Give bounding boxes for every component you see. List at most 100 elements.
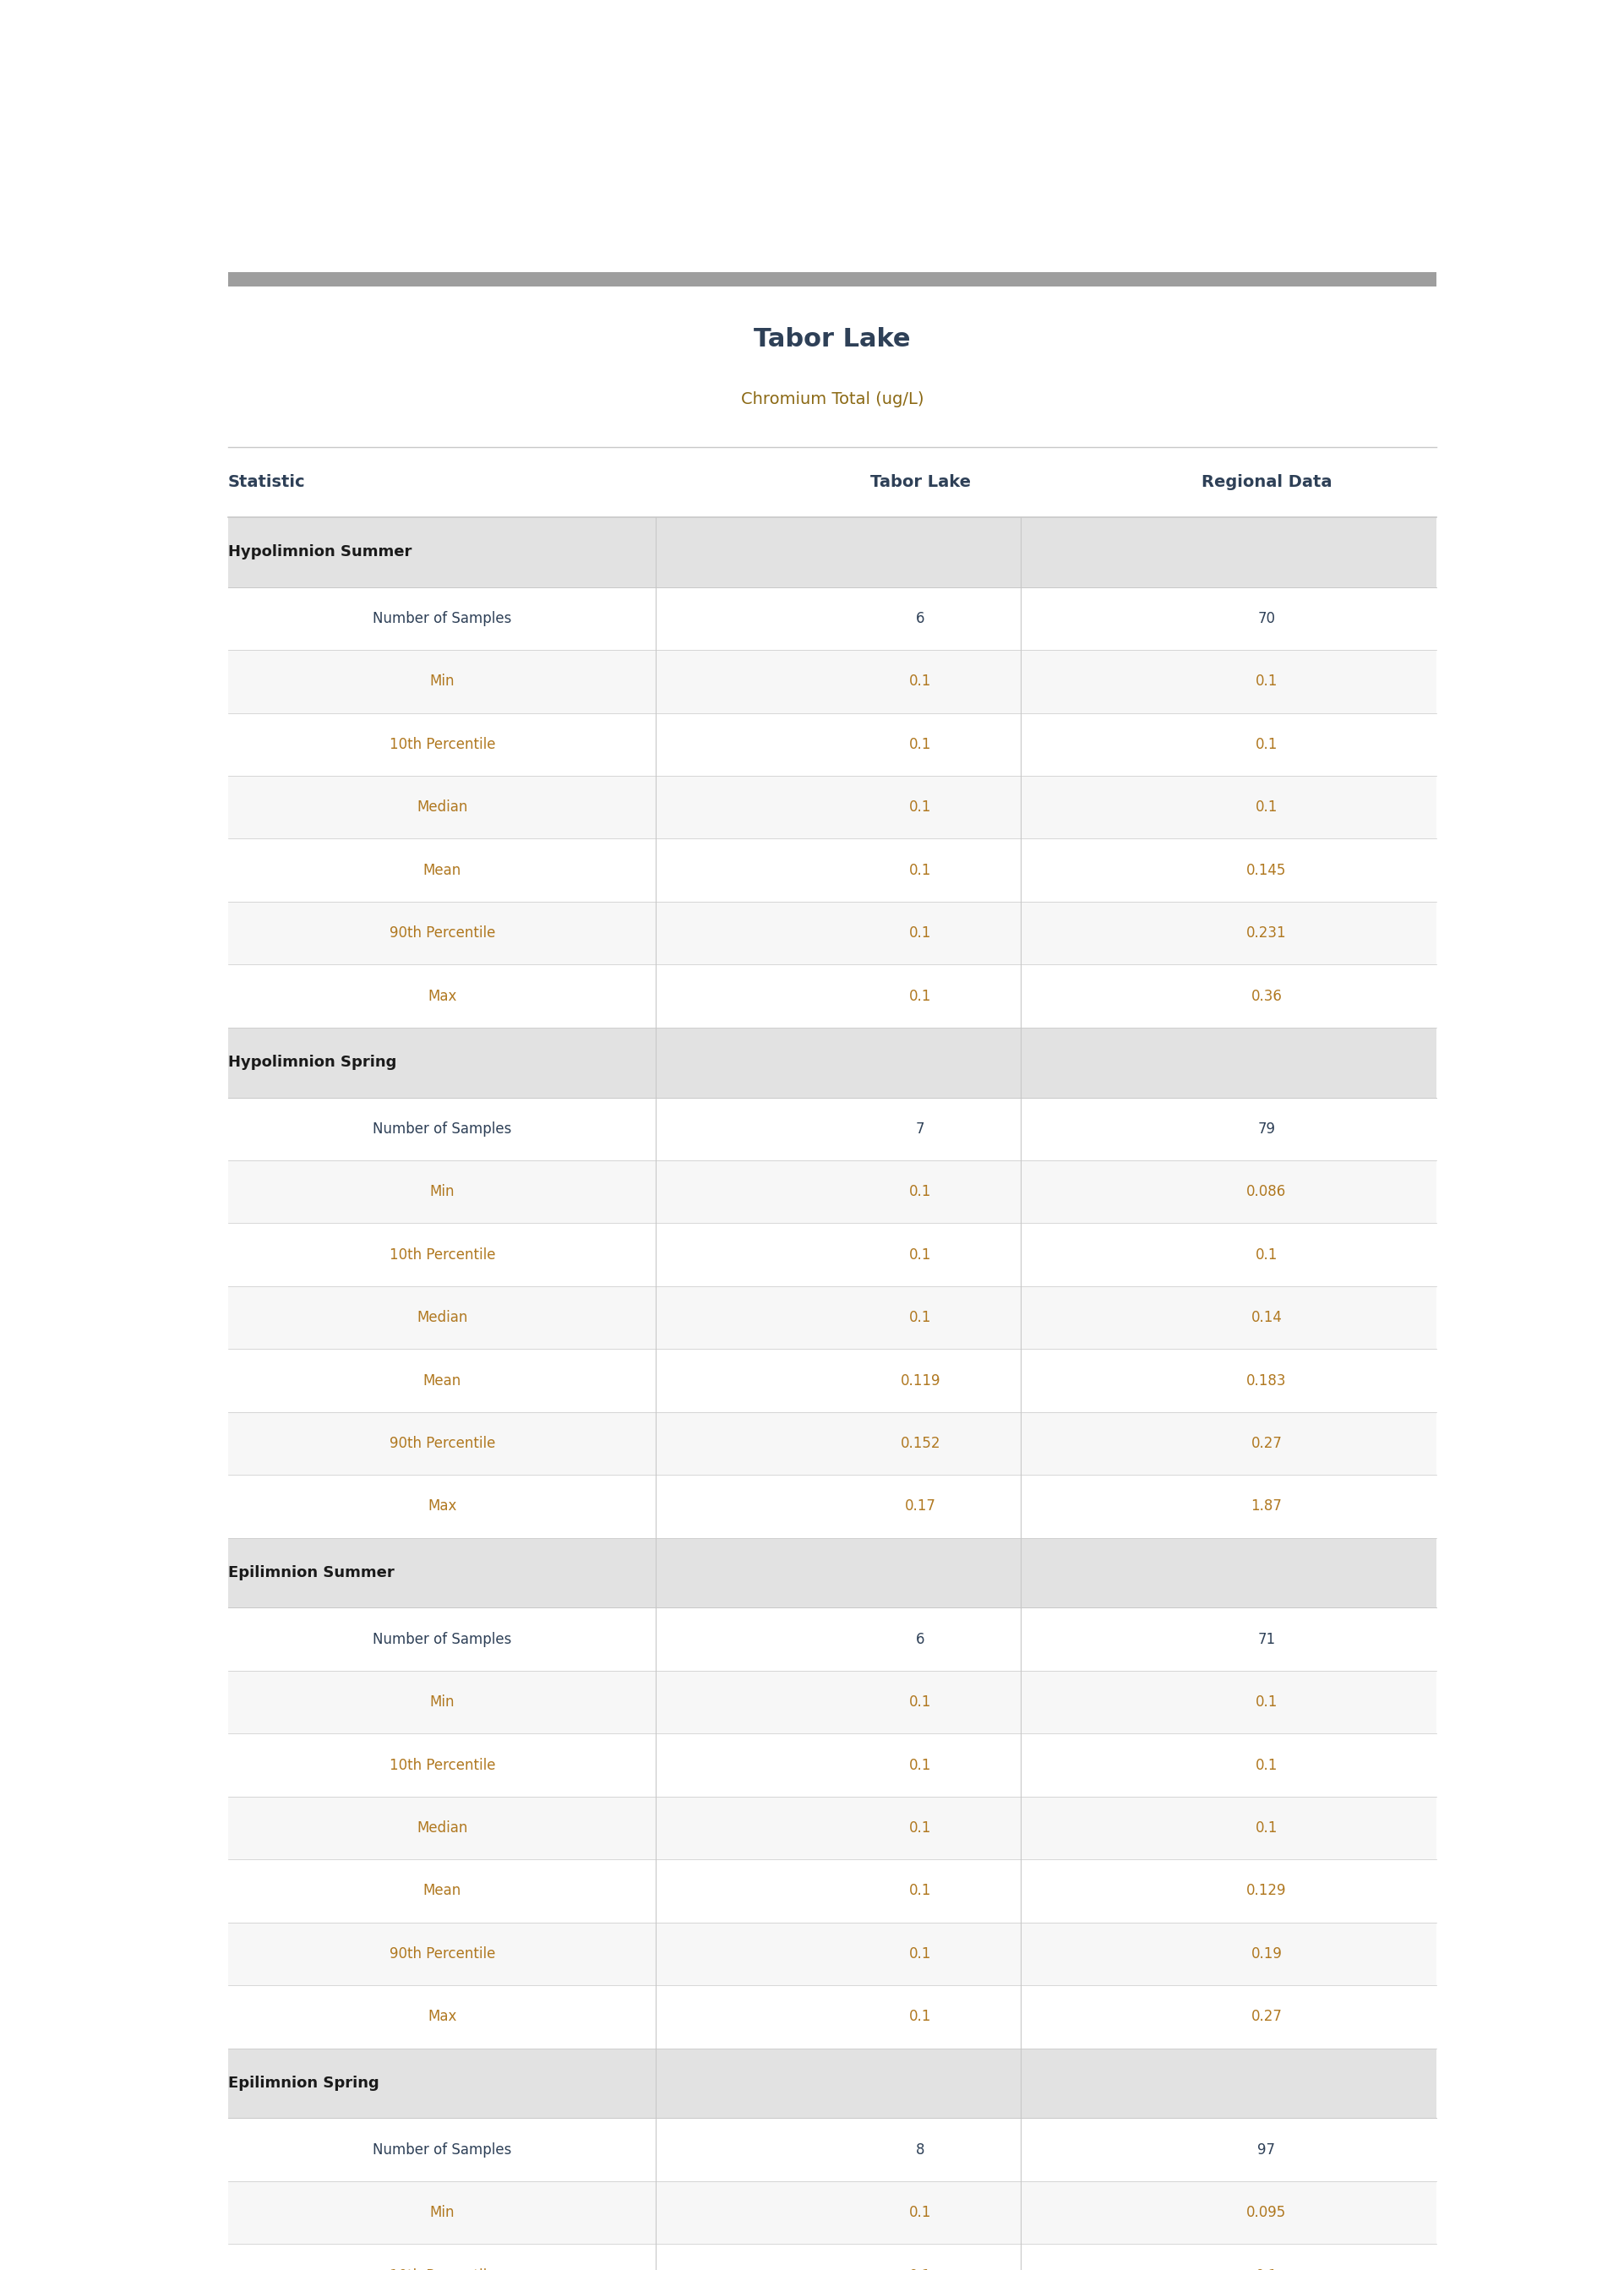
- Text: 0.095: 0.095: [1247, 2204, 1286, 2220]
- Text: Mean: Mean: [422, 1884, 461, 1898]
- Text: 97: 97: [1257, 2143, 1275, 2156]
- Text: 90th Percentile: 90th Percentile: [390, 1945, 495, 1961]
- Text: 0.14: 0.14: [1250, 1310, 1281, 1326]
- Text: Min: Min: [430, 1696, 455, 1709]
- Bar: [227, 1412, 1436, 1476]
- Text: 0.1: 0.1: [909, 1757, 932, 1773]
- Text: 0.1: 0.1: [909, 1821, 932, 1836]
- Bar: [227, 1607, 1436, 1671]
- Text: 7: 7: [916, 1121, 924, 1137]
- Text: 10th Percentile: 10th Percentile: [390, 1757, 495, 1773]
- Bar: [227, 1537, 1436, 1607]
- Bar: [227, 838, 1436, 901]
- Text: Number of Samples: Number of Samples: [372, 2143, 512, 2156]
- Text: 0.1: 0.1: [909, 2009, 932, 2025]
- Text: 0.086: 0.086: [1247, 1185, 1286, 1199]
- Text: Statistic: Statistic: [227, 474, 305, 490]
- Text: 6: 6: [916, 611, 924, 627]
- Bar: [227, 272, 1436, 286]
- Text: 0.1: 0.1: [1255, 1821, 1278, 1836]
- Text: Number of Samples: Number of Samples: [372, 1121, 512, 1137]
- Bar: [227, 1160, 1436, 1224]
- Text: Epilimnion Summer: Epilimnion Summer: [227, 1566, 395, 1580]
- Bar: [227, 2118, 1436, 2181]
- Text: 0.1: 0.1: [1255, 1246, 1278, 1262]
- Text: 0.1: 0.1: [909, 1246, 932, 1262]
- Bar: [227, 588, 1436, 649]
- Text: 0.231: 0.231: [1246, 926, 1286, 940]
- Bar: [227, 2245, 1436, 2270]
- Text: 10th Percentile: 10th Percentile: [390, 1246, 495, 1262]
- Bar: [227, 286, 1436, 447]
- Bar: [227, 1476, 1436, 1537]
- Text: 0.1: 0.1: [909, 799, 932, 815]
- Text: 70: 70: [1257, 611, 1275, 627]
- Bar: [227, 1734, 1436, 1796]
- Bar: [227, 2181, 1436, 2245]
- Text: 0.1: 0.1: [909, 987, 932, 1003]
- Text: Mean: Mean: [422, 863, 461, 878]
- Text: 0.1: 0.1: [909, 1884, 932, 1898]
- Text: 0.1: 0.1: [909, 863, 932, 878]
- Text: 0.36: 0.36: [1250, 987, 1281, 1003]
- Text: Median: Median: [417, 1821, 468, 1836]
- Text: 0.183: 0.183: [1247, 1373, 1286, 1389]
- Text: 0.145: 0.145: [1247, 863, 1286, 878]
- Bar: [227, 1287, 1436, 1348]
- Bar: [227, 1348, 1436, 1412]
- Text: 0.1: 0.1: [909, 1945, 932, 1961]
- Text: 0.27: 0.27: [1250, 2009, 1281, 2025]
- Text: Tabor Lake: Tabor Lake: [754, 327, 911, 352]
- Text: 0.1: 0.1: [909, 674, 932, 690]
- Text: Hypolimnion Spring: Hypolimnion Spring: [227, 1056, 396, 1069]
- Text: Min: Min: [430, 1185, 455, 1199]
- Text: 0.1: 0.1: [1255, 674, 1278, 690]
- Text: Chromium Total (ug/L): Chromium Total (ug/L): [741, 390, 924, 406]
- Text: Median: Median: [417, 1310, 468, 1326]
- Bar: [227, 1986, 1436, 2048]
- Text: 1.87: 1.87: [1250, 1498, 1281, 1514]
- Text: 0.129: 0.129: [1247, 1884, 1286, 1898]
- Text: 90th Percentile: 90th Percentile: [390, 926, 495, 940]
- Bar: [227, 901, 1436, 965]
- Text: Epilimnion Spring: Epilimnion Spring: [227, 2075, 380, 2091]
- Text: 0.1: 0.1: [1255, 738, 1278, 751]
- Bar: [227, 447, 1436, 518]
- Text: 0.1: 0.1: [1255, 1757, 1278, 1773]
- Text: 0.1: 0.1: [909, 738, 932, 751]
- Text: 0.1: 0.1: [1255, 1696, 1278, 1709]
- Text: Max: Max: [427, 2009, 456, 2025]
- Text: Min: Min: [430, 2204, 455, 2220]
- Text: 0.27: 0.27: [1250, 1437, 1281, 1451]
- Bar: [227, 965, 1436, 1028]
- Text: 71: 71: [1257, 1632, 1275, 1646]
- Text: Number of Samples: Number of Samples: [372, 1632, 512, 1646]
- Bar: [227, 1096, 1436, 1160]
- Text: 0.152: 0.152: [900, 1437, 940, 1451]
- Text: Median: Median: [417, 799, 468, 815]
- Text: 0.1: 0.1: [909, 1185, 932, 1199]
- Bar: [227, 1859, 1436, 1923]
- Bar: [227, 1671, 1436, 1734]
- Text: Max: Max: [427, 1498, 456, 1514]
- Text: Hypolimnion Summer: Hypolimnion Summer: [227, 545, 412, 561]
- Text: Mean: Mean: [422, 1373, 461, 1389]
- Text: Max: Max: [427, 987, 456, 1003]
- Text: 0.1: 0.1: [909, 2204, 932, 2220]
- Bar: [227, 649, 1436, 713]
- Text: Number of Samples: Number of Samples: [372, 611, 512, 627]
- Text: 0.119: 0.119: [900, 1373, 940, 1389]
- Bar: [227, 1028, 1436, 1096]
- Bar: [227, 518, 1436, 588]
- Text: 6: 6: [916, 1632, 924, 1646]
- Text: 0.1: 0.1: [1255, 799, 1278, 815]
- Bar: [227, 2048, 1436, 2118]
- Bar: [227, 1224, 1436, 1287]
- Text: Tabor Lake: Tabor Lake: [870, 474, 971, 490]
- Text: 90th Percentile: 90th Percentile: [390, 1437, 495, 1451]
- Text: 0.19: 0.19: [1250, 1945, 1281, 1961]
- Text: Regional Data: Regional Data: [1202, 474, 1332, 490]
- Bar: [227, 776, 1436, 838]
- Bar: [227, 713, 1436, 776]
- Text: 0.1: 0.1: [909, 926, 932, 940]
